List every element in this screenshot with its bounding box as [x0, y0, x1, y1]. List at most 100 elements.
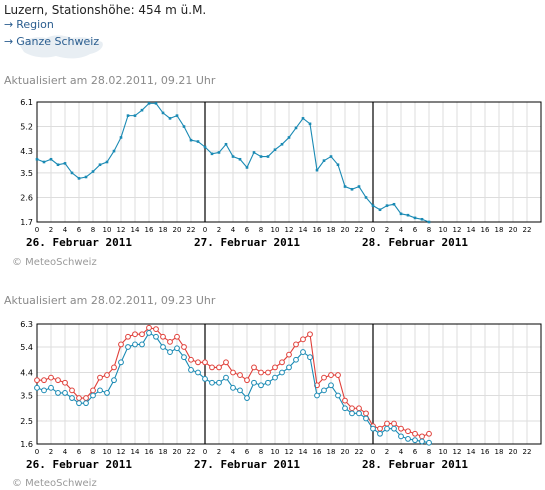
x-tick-label: 20: [173, 448, 182, 456]
data-point: [168, 117, 172, 120]
plot-frame: [36, 101, 542, 223]
day-label: 27. Februar 2011: [194, 236, 300, 249]
arrow-right-icon: →: [4, 35, 14, 48]
x-tick-label: 2: [217, 226, 221, 234]
data-point: [209, 379, 215, 386]
data-point: [181, 344, 187, 350]
data-point: [343, 185, 347, 188]
day-label: 28. Februar 2011: [362, 458, 468, 471]
data-point: [363, 415, 369, 422]
x-tick-label: 8: [427, 448, 431, 456]
data-point: [399, 212, 403, 216]
x-tick-label: 2: [385, 226, 389, 234]
data-point: [154, 102, 158, 105]
data-point: [251, 364, 257, 371]
x-tick-label: 8: [427, 226, 431, 234]
x-tick-label: 16: [481, 226, 490, 234]
data-point: [321, 387, 327, 394]
data-point: [245, 166, 249, 169]
x-tick-label: 6: [413, 226, 418, 234]
data-point: [182, 125, 186, 128]
x-tick-label: 0: [35, 226, 39, 234]
x-tick-label: 4: [231, 448, 236, 456]
x-tick-label: 14: [299, 226, 308, 234]
x-tick-label: 22: [355, 448, 364, 456]
data-point: [139, 331, 145, 338]
data-point: [146, 324, 152, 331]
data-point: [252, 151, 256, 154]
data-point: [328, 382, 334, 389]
x-tick-label: 16: [313, 226, 322, 234]
data-point: [188, 367, 194, 373]
data-point: [55, 377, 61, 384]
x-tick-label: 10: [271, 448, 280, 456]
x-tick-label: 2: [49, 226, 53, 234]
data-point: [385, 204, 389, 207]
data-point: [300, 349, 306, 355]
data-point: [336, 163, 340, 167]
y-tick-label: 3.5: [20, 391, 33, 400]
data-point: [35, 157, 39, 161]
data-point: [146, 330, 152, 336]
x-tick-label: 14: [467, 226, 476, 234]
x-tick-label: 14: [467, 448, 476, 456]
data-point: [272, 374, 278, 381]
x-tick-label: 18: [327, 448, 336, 456]
ganze-schweiz-link[interactable]: → Ganze Schweiz: [4, 35, 99, 48]
data-point: [139, 341, 145, 348]
region-link[interactable]: → Region: [4, 18, 54, 31]
data-point: [90, 387, 96, 394]
data-point: [279, 359, 285, 366]
data-point: [83, 400, 89, 407]
x-tick-label: 8: [259, 226, 263, 234]
data-point: [265, 369, 271, 376]
data-point: [335, 372, 341, 378]
x-tick-label: 22: [523, 226, 532, 234]
data-point: [181, 354, 187, 361]
data-point: [244, 377, 250, 384]
data-point: [112, 149, 116, 153]
data-point: [259, 155, 263, 158]
x-tick-label: 14: [131, 226, 140, 234]
ganze-schweiz-link-label: Ganze Schweiz: [16, 35, 100, 48]
data-point: [364, 196, 368, 199]
data-point: [237, 372, 243, 378]
data-point: [266, 155, 270, 158]
data-point: [301, 117, 305, 120]
y-tick-label: 5.4: [20, 343, 33, 352]
data-point: [147, 102, 151, 105]
data-point: [286, 351, 292, 358]
data-point: [392, 202, 396, 206]
x-tick-label: 2: [385, 448, 389, 456]
day-label: 26. Februar 2011: [26, 458, 132, 471]
x-tick-label: 14: [131, 448, 140, 456]
data-point: [153, 326, 159, 333]
data-point: [231, 155, 235, 158]
data-point: [62, 379, 68, 386]
station-header: Luzern, Stationshöhe: 454 m ü.M.: [4, 3, 207, 17]
data-point: [209, 364, 215, 371]
data-point: [238, 157, 242, 161]
data-point: [321, 374, 327, 381]
x-tick-label: 14: [299, 448, 308, 456]
data-point: [133, 114, 137, 117]
data-point: [251, 379, 257, 386]
data-point: [258, 369, 264, 376]
data-point: [77, 177, 81, 180]
x-tick-label: 22: [187, 448, 196, 456]
data-point: [111, 377, 117, 384]
y-tick-label: 1.6: [20, 440, 33, 449]
data-point: [272, 364, 278, 371]
data-point: [56, 163, 60, 167]
data-point: [349, 410, 355, 417]
data-point: [258, 382, 264, 389]
x-tick-label: 4: [63, 226, 68, 234]
data-point: [118, 359, 124, 366]
data-point: [315, 168, 319, 172]
data-point: [118, 341, 124, 348]
x-tick-label: 20: [341, 226, 350, 234]
data-point: [210, 152, 214, 156]
data-point: [70, 171, 74, 175]
data-point: [426, 439, 432, 446]
x-tick-label: 16: [145, 226, 154, 234]
